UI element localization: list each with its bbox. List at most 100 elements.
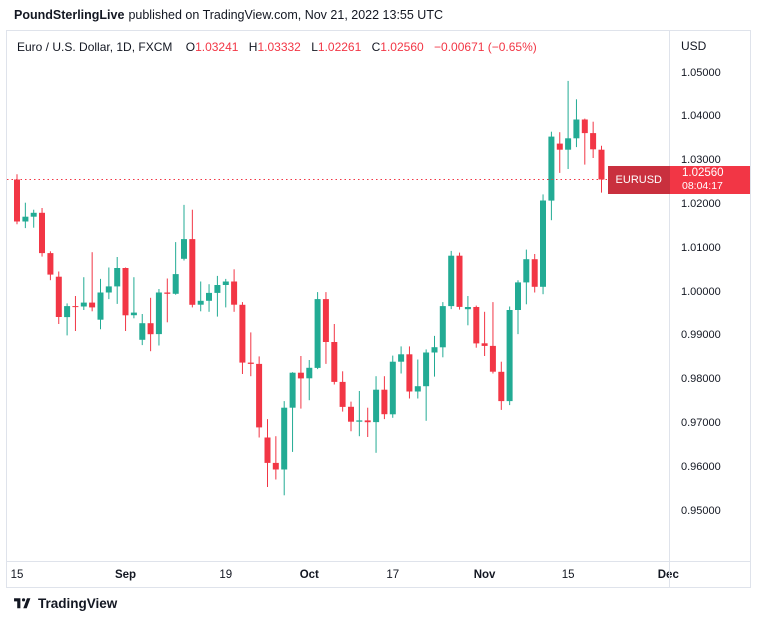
price-tick-label: 0.95000: [681, 504, 721, 517]
badge-symbol: EURUSD: [607, 165, 670, 194]
price-scale[interactable]: USD 1.05000 1.04000 1.03000 1.02000 1.01000 1…: [669, 31, 749, 561]
attribution-text: published on TradingView.com, Nov 21, 20…: [128, 8, 443, 22]
chart-widget: Euro / U.S. Dollar, 1D, FXCM O1.03241 H1…: [6, 30, 751, 588]
candle: [448, 250, 455, 310]
last-price-badge: EURUSD 1.02560 08:04:17: [607, 165, 750, 194]
ohlc-open: O1.03241: [185, 40, 239, 54]
candle: [306, 360, 313, 401]
candle: [30, 209, 37, 228]
candle: [414, 359, 421, 399]
candle: [373, 376, 380, 453]
candle: [540, 194, 546, 295]
candle: [214, 275, 221, 317]
candle: [590, 121, 597, 158]
badge-price-block: 1.02560 08:04:17: [670, 165, 750, 194]
candle: [231, 269, 238, 312]
candlestick-chart[interactable]: [7, 31, 669, 561]
price-tick-label: 0.97000: [681, 417, 721, 429]
candle: [181, 204, 187, 261]
candle: [573, 99, 580, 148]
candle: [439, 302, 446, 358]
badge-countdown: 08:04:17: [682, 180, 723, 192]
candle: [97, 278, 104, 330]
ohlc-low: L1.02261: [311, 40, 362, 54]
time-axis-label: 19: [219, 568, 233, 581]
candle: [297, 356, 304, 409]
candle: [331, 324, 338, 385]
ohlc-close: C1.02560: [371, 40, 424, 54]
candle: [515, 280, 521, 335]
candle: [222, 278, 229, 308]
candle: [64, 303, 71, 336]
symbol-title[interactable]: Euro / U.S. Dollar, 1D, FXCM: [17, 40, 173, 54]
candle: [39, 208, 45, 257]
candle: [264, 419, 271, 487]
candle: [289, 372, 296, 452]
candle: [80, 277, 87, 310]
candle: [364, 407, 371, 437]
candle: [155, 289, 162, 346]
candle: [89, 252, 96, 312]
price-tick-label: 0.98000: [681, 373, 721, 386]
candle: [348, 401, 354, 432]
tradingview-logo-icon[interactable]: [13, 595, 32, 611]
candle: [314, 292, 321, 370]
price-change: −0.00671 (−0.65%): [434, 40, 537, 54]
candle: [197, 281, 204, 312]
candle: [581, 118, 588, 165]
candle: [247, 332, 254, 377]
price-tick-label: 1.00000: [681, 285, 721, 298]
candle: [548, 131, 555, 221]
candle: [406, 346, 413, 399]
tradingview-brand[interactable]: TradingView: [38, 595, 118, 611]
time-axis-label: Oct: [299, 568, 319, 581]
candle: [130, 277, 137, 319]
price-tick-label: 1.03000: [681, 154, 721, 167]
candle: [481, 311, 488, 356]
attribution-banner: PoundSterlingLive published on TradingVi…: [0, 0, 757, 30]
price-tick-label: 1.02000: [681, 198, 721, 210]
candle: [206, 284, 212, 312]
candle: [339, 371, 346, 412]
candle: [47, 251, 54, 281]
candle: [139, 314, 146, 346]
candle: [22, 202, 29, 229]
candle: [381, 376, 388, 420]
candle: [431, 335, 438, 377]
price-scale-currency: USD: [681, 39, 707, 53]
time-axis-label: 15: [10, 568, 24, 581]
price-tick-label: 1.04000: [681, 110, 721, 123]
candle: [172, 242, 179, 295]
time-axis-label: 17: [386, 568, 400, 581]
candle: [423, 349, 430, 421]
ohlc-high: H1.03332: [248, 40, 301, 54]
candle: [122, 267, 129, 331]
chart-plot-area[interactable]: Euro / U.S. Dollar, 1D, FXCM O1.03241 H1…: [7, 31, 669, 561]
candle: [105, 267, 112, 300]
candle: [473, 305, 480, 348]
price-tick-label: 1.01000: [681, 241, 721, 254]
price-tick-label: 0.99000: [681, 329, 721, 342]
candle: [114, 257, 121, 304]
time-axis-label: 15: [561, 568, 575, 581]
candle: [506, 306, 513, 406]
candle: [398, 346, 405, 374]
time-axis-label: Nov: [473, 568, 496, 581]
candle: [322, 292, 329, 364]
candle: [256, 356, 263, 438]
time-axis-label: Dec: [657, 568, 679, 581]
candle: [598, 145, 605, 193]
price-tick-label: 1.05000: [681, 66, 721, 79]
candle: [164, 278, 171, 323]
candle: [523, 249, 530, 305]
candle: [281, 401, 288, 496]
candle: [389, 355, 396, 418]
candle: [356, 391, 363, 437]
candle: [272, 436, 279, 480]
candle: [464, 296, 471, 326]
time-axis[interactable]: 15 Sep 19 Oct 17 Nov 15 Dec: [7, 561, 750, 587]
candle: [565, 80, 572, 169]
footer: TradingView: [0, 588, 757, 618]
candle: [498, 361, 505, 410]
candle: [55, 271, 62, 324]
